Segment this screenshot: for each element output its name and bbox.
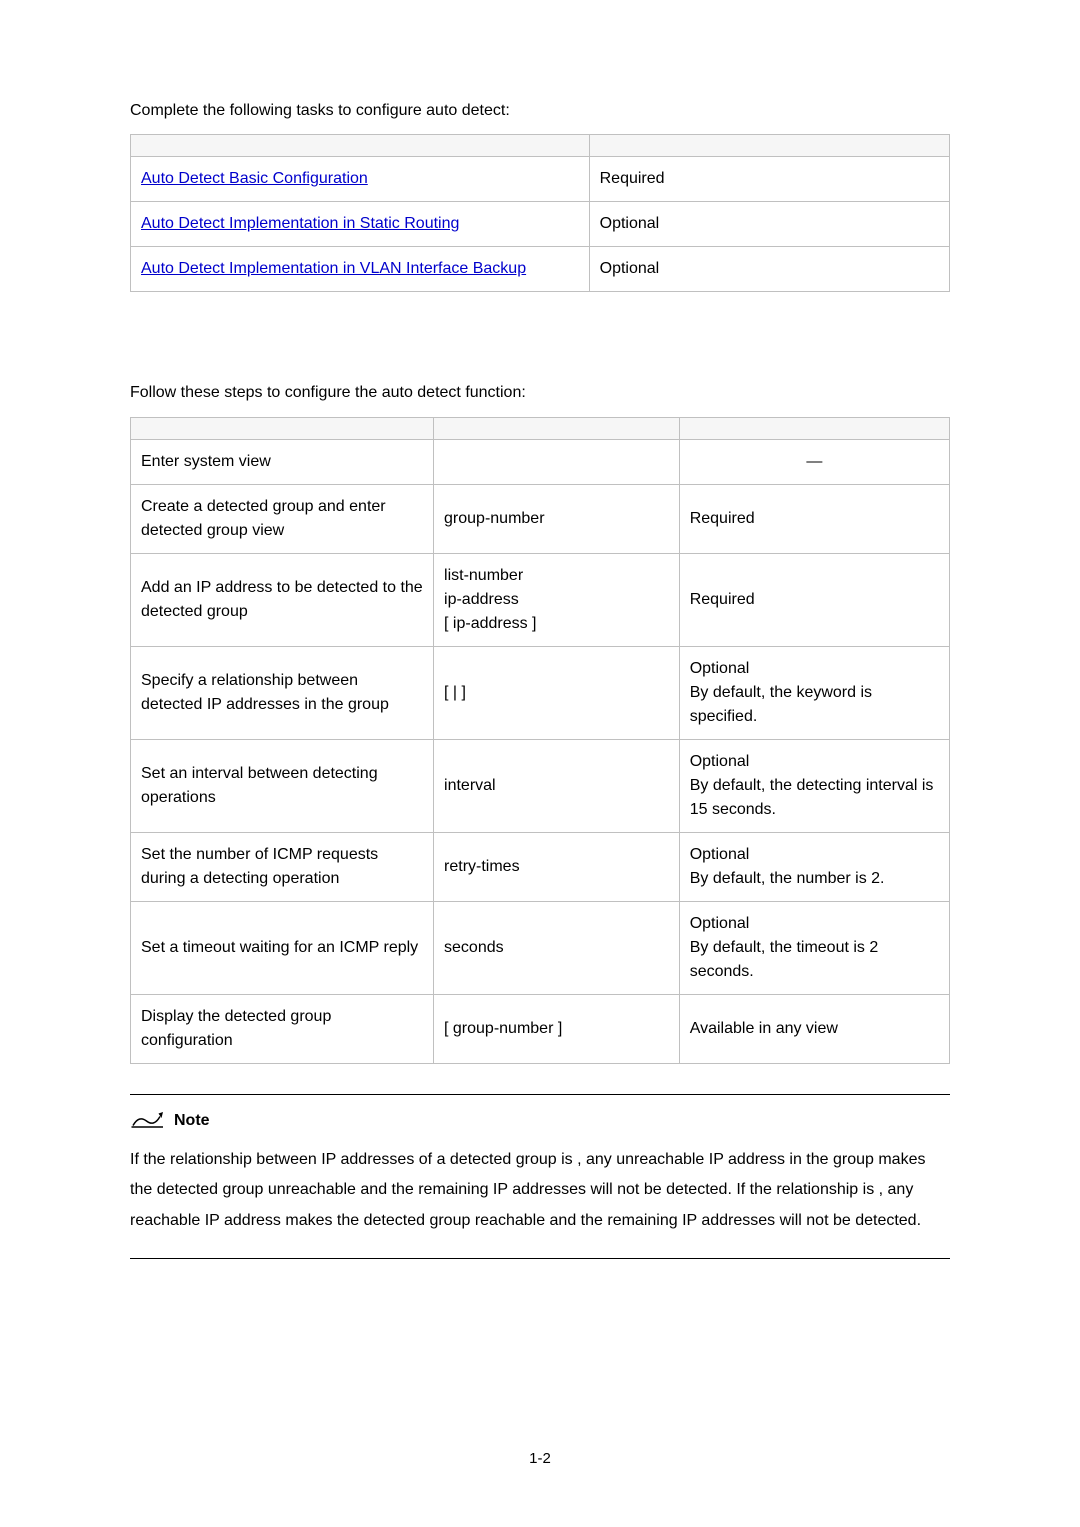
cfg-op-5: Set the number of ICMP requests during a…: [131, 832, 434, 901]
table-row: Auto Detect Implementation in VLAN Inter…: [131, 247, 950, 292]
cfg-cmd-1: group-number: [434, 484, 680, 553]
note-text: If the relationship between IP addresses…: [130, 1145, 950, 1236]
page-number: 1-2: [0, 1450, 1080, 1467]
table-row: Set the number of ICMP requests during a…: [131, 832, 950, 901]
cfg-op-3: Specify a relationship between detected …: [131, 646, 434, 739]
task-link-2[interactable]: Auto Detect Implementation in VLAN Inter…: [141, 260, 526, 277]
cfg-desc-4: Optional By default, the detecting inter…: [679, 739, 949, 832]
cfg-desc-0: —: [679, 439, 949, 484]
table-row: Add an IP address to be detected to the …: [131, 553, 950, 646]
cfg-cmd-0: [434, 439, 680, 484]
cfg-cmd-6: seconds: [434, 901, 680, 994]
cfg-desc-6: Optional By default, the timeout is 2 se…: [679, 901, 949, 994]
table-row: Set a timeout waiting for an ICMP reply …: [131, 901, 950, 994]
table-row: Auto Detect Implementation in Static Rou…: [131, 202, 950, 247]
note-part-1: If the relationship between IP addresses…: [130, 1151, 577, 1168]
cfg-desc-7: Available in any view: [679, 994, 949, 1063]
cfg-desc-2: Required: [679, 553, 949, 646]
table-row: Specify a relationship between detected …: [131, 646, 950, 739]
cfg-desc-1: Required: [679, 484, 949, 553]
cfg-op-6: Set a timeout waiting for an ICMP reply: [131, 901, 434, 994]
cfg-cmd-4: interval: [434, 739, 680, 832]
cfg-op-7: Display the detected group configuration: [131, 994, 434, 1063]
cfg-cmd-2: list-number ip-address [ ip-address ]: [434, 553, 680, 646]
table-row: Set an interval between detecting operat…: [131, 739, 950, 832]
cfg-h3: [679, 417, 949, 439]
task-link-0[interactable]: Auto Detect Basic Configuration: [141, 170, 368, 187]
task-status-2: Optional: [589, 247, 949, 292]
table-row: Auto Detect Basic Configuration Required: [131, 157, 950, 202]
cfg-cmd-7: [ group-number ]: [434, 994, 680, 1063]
table-row: Enter system view —: [131, 439, 950, 484]
task-status-1: Optional: [589, 202, 949, 247]
intro-text-2: Follow these steps to configure the auto…: [130, 382, 950, 404]
cfg-h1: [131, 417, 434, 439]
cfg-desc-5: Optional By default, the number is 2.: [679, 832, 949, 901]
cfg-op-1: Create a detected group and enter detect…: [131, 484, 434, 553]
table-row: Display the detected group configuration…: [131, 994, 950, 1063]
config-table: Enter system view — Create a detected gr…: [130, 417, 950, 1064]
cfg-desc-3: Optional By default, the keyword is spec…: [679, 646, 949, 739]
note-icon: [130, 1109, 166, 1133]
task-h2: [589, 135, 949, 157]
task-status-0: Required: [589, 157, 949, 202]
table-row: Create a detected group and enter detect…: [131, 484, 950, 553]
cfg-op-4: Set an interval between detecting operat…: [131, 739, 434, 832]
cfg-op-0: Enter system view: [131, 439, 434, 484]
task-link-1[interactable]: Auto Detect Implementation in Static Rou…: [141, 215, 459, 232]
note-box: Note If the relationship between IP addr…: [130, 1094, 950, 1259]
task-h1: [131, 135, 590, 157]
cfg-cmd-5: retry-times: [434, 832, 680, 901]
task-table: Auto Detect Basic Configuration Required…: [130, 134, 950, 292]
cfg-op-2: Add an IP address to be detected to the …: [131, 553, 434, 646]
intro-text-1: Complete the following tasks to configur…: [130, 100, 950, 122]
note-label: Note: [174, 1112, 210, 1130]
cfg-cmd-3: [ | ]: [434, 646, 680, 739]
cfg-h2: [434, 417, 680, 439]
